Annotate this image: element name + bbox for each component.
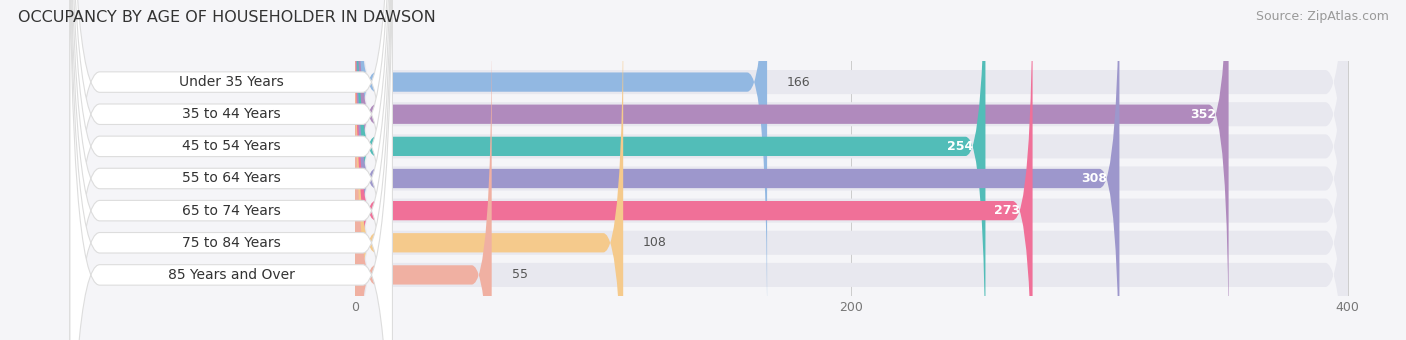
Text: 35 to 44 Years: 35 to 44 Years <box>181 107 280 121</box>
Text: 166: 166 <box>787 75 811 89</box>
Text: 254: 254 <box>946 140 973 153</box>
Text: 45 to 54 Years: 45 to 54 Years <box>181 139 280 153</box>
FancyBboxPatch shape <box>356 28 492 340</box>
Text: 352: 352 <box>1189 108 1216 121</box>
FancyBboxPatch shape <box>356 0 986 340</box>
FancyBboxPatch shape <box>356 0 1348 340</box>
FancyBboxPatch shape <box>356 0 1348 340</box>
FancyBboxPatch shape <box>70 0 392 340</box>
FancyBboxPatch shape <box>356 0 1348 340</box>
FancyBboxPatch shape <box>356 0 768 329</box>
FancyBboxPatch shape <box>70 0 392 340</box>
FancyBboxPatch shape <box>70 0 392 340</box>
Text: 55 to 64 Years: 55 to 64 Years <box>181 171 281 186</box>
Text: 108: 108 <box>643 236 666 249</box>
FancyBboxPatch shape <box>356 0 1348 340</box>
Text: 308: 308 <box>1081 172 1107 185</box>
FancyBboxPatch shape <box>356 0 1348 340</box>
Text: Under 35 Years: Under 35 Years <box>179 75 284 89</box>
FancyBboxPatch shape <box>356 0 1032 340</box>
FancyBboxPatch shape <box>356 0 1348 340</box>
Text: 55: 55 <box>512 268 527 282</box>
FancyBboxPatch shape <box>70 0 392 340</box>
FancyBboxPatch shape <box>70 0 392 340</box>
FancyBboxPatch shape <box>356 0 1348 340</box>
Text: 65 to 74 Years: 65 to 74 Years <box>181 204 281 218</box>
Text: OCCUPANCY BY AGE OF HOUSEHOLDER IN DAWSON: OCCUPANCY BY AGE OF HOUSEHOLDER IN DAWSO… <box>18 10 436 25</box>
FancyBboxPatch shape <box>70 0 392 340</box>
FancyBboxPatch shape <box>356 0 1119 340</box>
FancyBboxPatch shape <box>356 0 623 340</box>
FancyBboxPatch shape <box>70 0 392 340</box>
FancyBboxPatch shape <box>356 0 1229 340</box>
Text: Source: ZipAtlas.com: Source: ZipAtlas.com <box>1256 10 1389 23</box>
Text: 85 Years and Over: 85 Years and Over <box>167 268 295 282</box>
Text: 273: 273 <box>994 204 1021 217</box>
Text: 75 to 84 Years: 75 to 84 Years <box>181 236 281 250</box>
